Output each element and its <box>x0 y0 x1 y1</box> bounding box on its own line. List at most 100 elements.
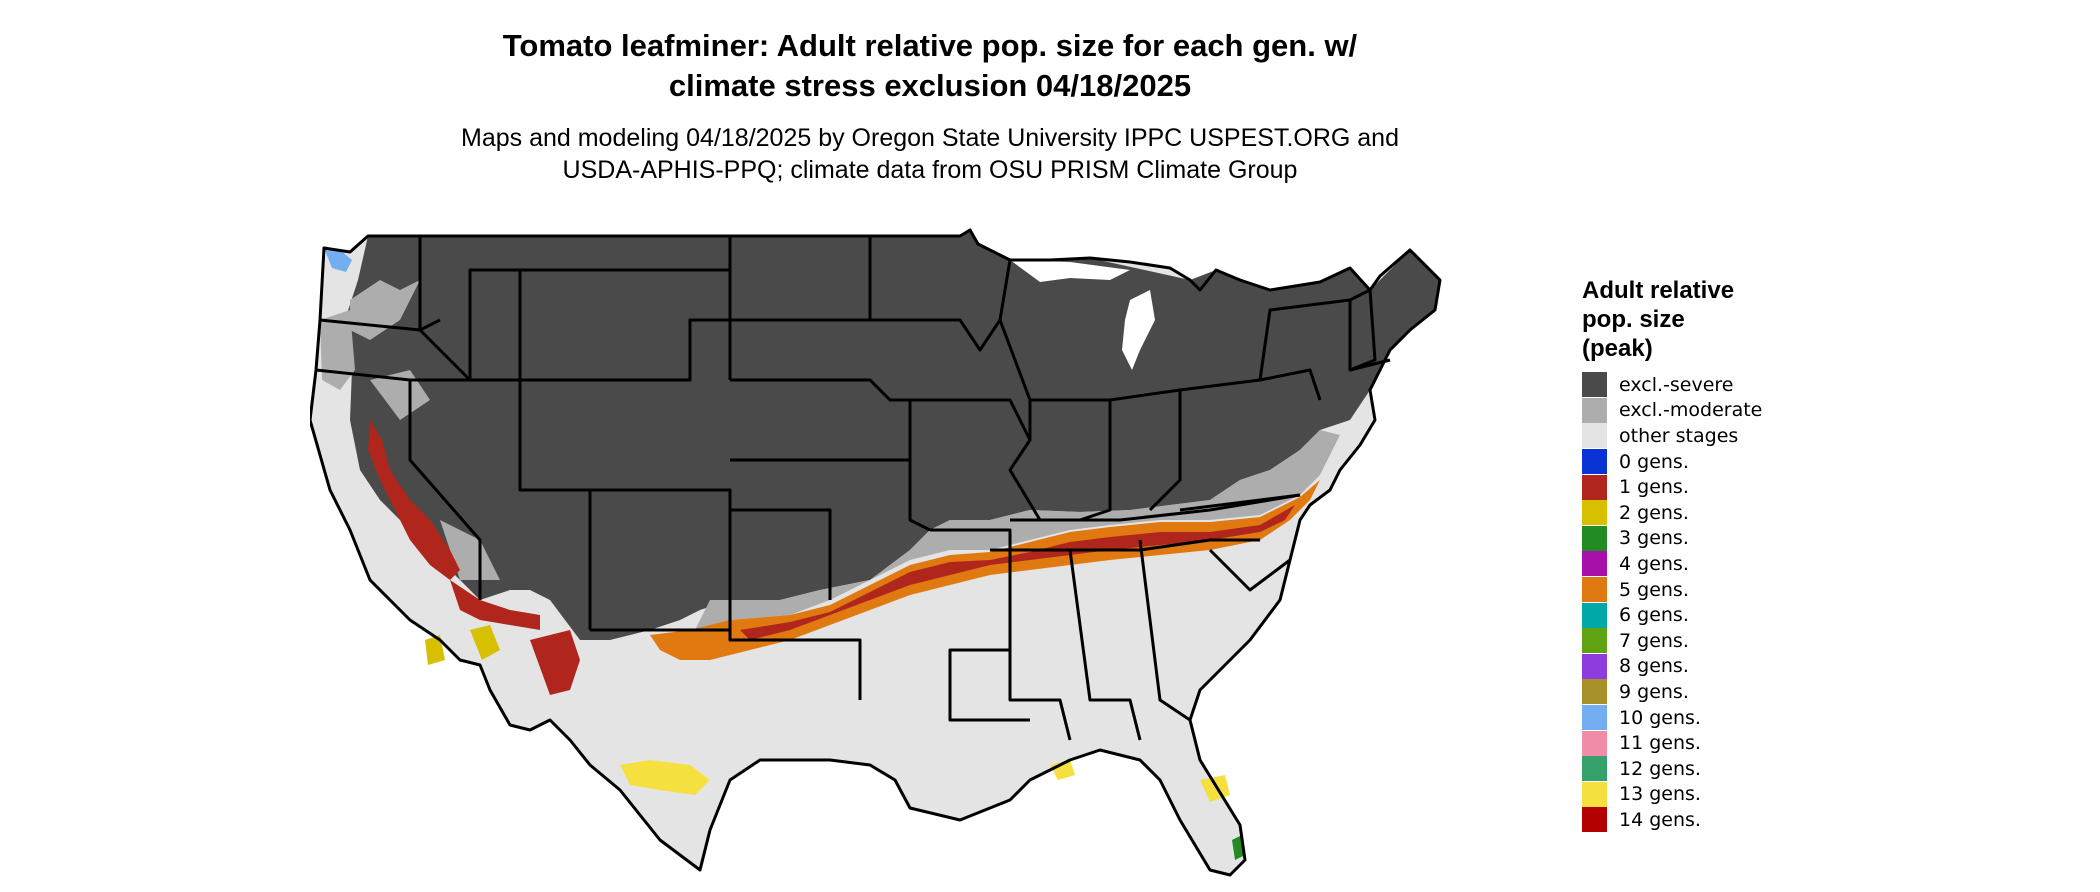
southern-gen5-band <box>650 480 1320 660</box>
legend-title-line: (peak) <box>1582 335 1653 362</box>
legend-item: 14 gens. <box>1582 807 1882 833</box>
legend-swatch <box>1582 628 1607 654</box>
moderate-exclusion-west <box>320 280 500 580</box>
severe-exclusion-region <box>345 230 1440 640</box>
border-vt-nh <box>1348 300 1391 372</box>
legend-item: 3 gens. <box>1582 525 1882 552</box>
legend-label: 0 gens. <box>1619 450 1689 473</box>
border-nd-sd <box>728 236 872 322</box>
legend-title-line: pop. size <box>1582 306 1685 333</box>
legend-label: 4 gens. <box>1619 552 1689 575</box>
border-in-oh <box>1109 388 1182 512</box>
map-subtitle: Maps and modeling 04/18/2025 by Oregon S… <box>330 122 1530 186</box>
border-ga-fl <box>1138 539 1191 722</box>
legend-item: 9 gens. <box>1582 679 1882 705</box>
legend-swatch <box>1582 781 1607 807</box>
title-line-1: Tomato leafminer: Adult relative pop. si… <box>502 28 1358 63</box>
arizona-gen2 <box>425 625 500 665</box>
legend-item: excl.-severe <box>1582 372 1882 398</box>
legend-label: 8 gens. <box>1619 655 1689 678</box>
legend-swatch <box>1582 474 1607 500</box>
louisiana-gen13 <box>1050 760 1075 780</box>
lake-superior <box>1010 260 1130 282</box>
border-me-nh <box>1349 288 1377 372</box>
border-wy-co <box>518 270 732 382</box>
legend-title-line: Adult relative <box>1582 277 1735 304</box>
legend-label: excl.-moderate <box>1619 399 1763 422</box>
texas-gen13 <box>620 760 710 795</box>
map-title: Tomato leafminer: Adult relative pop. si… <box>330 26 1530 106</box>
legend-label: 7 gens. <box>1619 629 1689 652</box>
subtitle-line-1: Maps and modeling 04/18/2025 by Oregon S… <box>461 124 1399 152</box>
border-il-in <box>1030 398 1112 522</box>
legend-swatch <box>1582 756 1607 782</box>
legend-items: excl.-severe excl.-moderate other stages 0 … <box>1582 372 1882 833</box>
legend-label: 6 gens. <box>1619 604 1689 627</box>
border-nc-sc <box>1208 548 1291 592</box>
legend-item: 7 gens. <box>1582 628 1882 654</box>
legend-label: 1 gens. <box>1619 476 1689 499</box>
border-ks-ok <box>730 458 931 532</box>
state-borders <box>310 228 1442 877</box>
moderate-exclusion-band <box>690 430 1340 640</box>
washington-gen10 <box>324 248 352 272</box>
legend-swatch <box>1582 679 1607 705</box>
legend-label: 5 gens. <box>1619 578 1689 601</box>
legend-swatch <box>1582 423 1607 449</box>
legend-item: 5 gens. <box>1582 577 1882 603</box>
legend-item: 11 gens. <box>1582 730 1882 756</box>
legend-swatch <box>1582 602 1607 628</box>
legend-label: 2 gens. <box>1619 501 1689 524</box>
border-ut-az <box>410 378 592 630</box>
subtitle-line-2: USDA-APHIS-PPQ; climate data from OSU PR… <box>562 156 1298 184</box>
map-legend: Adult relative pop. size (peak) excl.-se… <box>1582 276 1882 833</box>
border-co-nm <box>590 488 732 632</box>
us-map <box>310 228 1442 877</box>
border-ar-la <box>930 528 1030 722</box>
legend-item: 6 gens. <box>1582 602 1882 628</box>
border-mn-ia <box>870 259 1012 352</box>
border-oh-pa <box>1179 368 1322 401</box>
legend-item: 0 gens. <box>1582 449 1882 475</box>
california-gen1 <box>368 420 460 580</box>
legend-item: 1 gens. <box>1582 474 1882 500</box>
border-al-ga <box>1068 549 1142 741</box>
legend-label: 11 gens. <box>1619 732 1701 755</box>
lake-michigan <box>1122 290 1155 370</box>
title-line-2: climate stress exclusion 04/18/2025 <box>668 68 1192 103</box>
legend-label: other stages <box>1619 424 1739 447</box>
legend-swatch <box>1582 577 1607 603</box>
legend-item: 10 gens. <box>1582 705 1882 731</box>
legend-item: 4 gens. <box>1582 551 1882 577</box>
southwest-gen1 <box>450 580 580 695</box>
legend-swatch <box>1582 730 1607 756</box>
legend-item: 12 gens. <box>1582 756 1882 782</box>
legend-label: 13 gens. <box>1619 783 1701 806</box>
legend-label: 12 gens. <box>1619 757 1701 780</box>
border-va-nc <box>1179 493 1301 512</box>
legend-label: 3 gens. <box>1619 527 1689 550</box>
legend-swatch <box>1582 653 1607 679</box>
legend-swatch <box>1582 525 1607 551</box>
border-or-ca <box>315 368 411 382</box>
legend-item: excl.-moderate <box>1582 397 1882 424</box>
legend-swatch <box>1582 397 1607 423</box>
border-ky-tn <box>1010 493 1301 522</box>
legend-label: 9 gens. <box>1619 680 1689 703</box>
legend-title: Adult relative pop. size (peak) <box>1582 276 1882 363</box>
legend-swatch <box>1582 807 1607 833</box>
southern-gen1-band <box>740 505 1295 640</box>
legend-item: 2 gens. <box>1582 500 1882 526</box>
legend-label: 10 gens. <box>1619 706 1701 729</box>
legend-item: 13 gens. <box>1582 781 1882 808</box>
border-nm-tx <box>728 630 862 700</box>
legend-label: 14 gens. <box>1619 808 1701 831</box>
legend-swatch <box>1582 551 1607 577</box>
legend-swatch <box>1582 705 1607 731</box>
border-ok-tx <box>728 490 832 600</box>
legend-item: other stages <box>1582 423 1882 449</box>
us-outline <box>310 228 1442 877</box>
legend-swatch <box>1582 449 1607 475</box>
legend-swatch <box>1582 500 1607 526</box>
legend-label: excl.-severe <box>1619 373 1734 396</box>
